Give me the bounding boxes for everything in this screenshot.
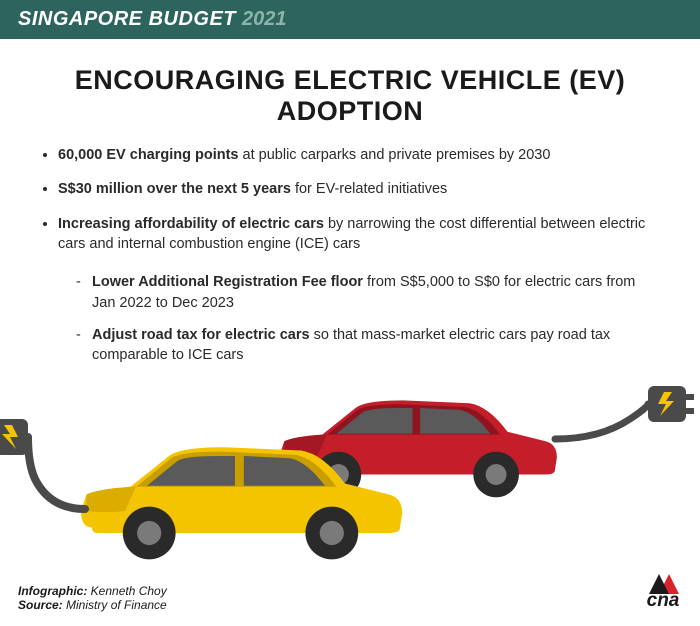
header-bar: SINGAPORE BUDGET 2021 xyxy=(0,0,700,39)
source-credit: Source: Ministry of Finance xyxy=(18,598,167,612)
logo-text: cna xyxy=(647,590,680,612)
bullet-text: at public carparks and private premises … xyxy=(239,147,551,163)
header-prefix: SINGAPORE BUDGET xyxy=(18,8,236,31)
footer-credits: Infographic: Kenneth Choy Source: Minist… xyxy=(18,584,167,612)
page-title: ENCOURAGING ELECTRIC VEHICLE (EV) ADOPTI… xyxy=(0,39,700,145)
source-value: Ministry of Finance xyxy=(63,598,167,612)
cars-illustration xyxy=(0,379,700,574)
bullet-bold: Increasing affordability of electric car… xyxy=(58,216,324,232)
sub-bullet-bold: Adjust road tax for electric cars xyxy=(92,327,310,343)
sub-bullet-item: Lower Additional Registration Fee floor … xyxy=(76,272,650,313)
brand-logo: cna xyxy=(646,572,680,612)
bullet-item: 60,000 EV charging points at public carp… xyxy=(58,145,650,165)
bullet-bold: S$30 million over the next 5 years xyxy=(58,181,291,197)
infographic-credit: Infographic: Kenneth Choy xyxy=(18,584,167,598)
bullet-list: 60,000 EV charging points at public carp… xyxy=(0,145,700,365)
infographic-value: Kenneth Choy xyxy=(87,584,166,598)
bullet-item: S$30 million over the next 5 years for E… xyxy=(58,179,650,199)
sub-bullet-list: Lower Additional Registration Fee floor … xyxy=(58,254,650,365)
bullet-text: for EV-related initiatives xyxy=(291,181,447,197)
sub-bullet-item: Adjust road tax for electric cars so tha… xyxy=(76,325,650,366)
bullet-item: Increasing affordability of electric car… xyxy=(58,214,650,366)
sub-bullet-bold: Lower Additional Registration Fee floor xyxy=(92,274,363,290)
bullet-bold: 60,000 EV charging points xyxy=(58,147,239,163)
infographic-label: Infographic: xyxy=(18,584,87,598)
cars-svg xyxy=(0,379,700,574)
header-year: 2021 xyxy=(242,8,287,31)
source-label: Source: xyxy=(18,598,63,612)
